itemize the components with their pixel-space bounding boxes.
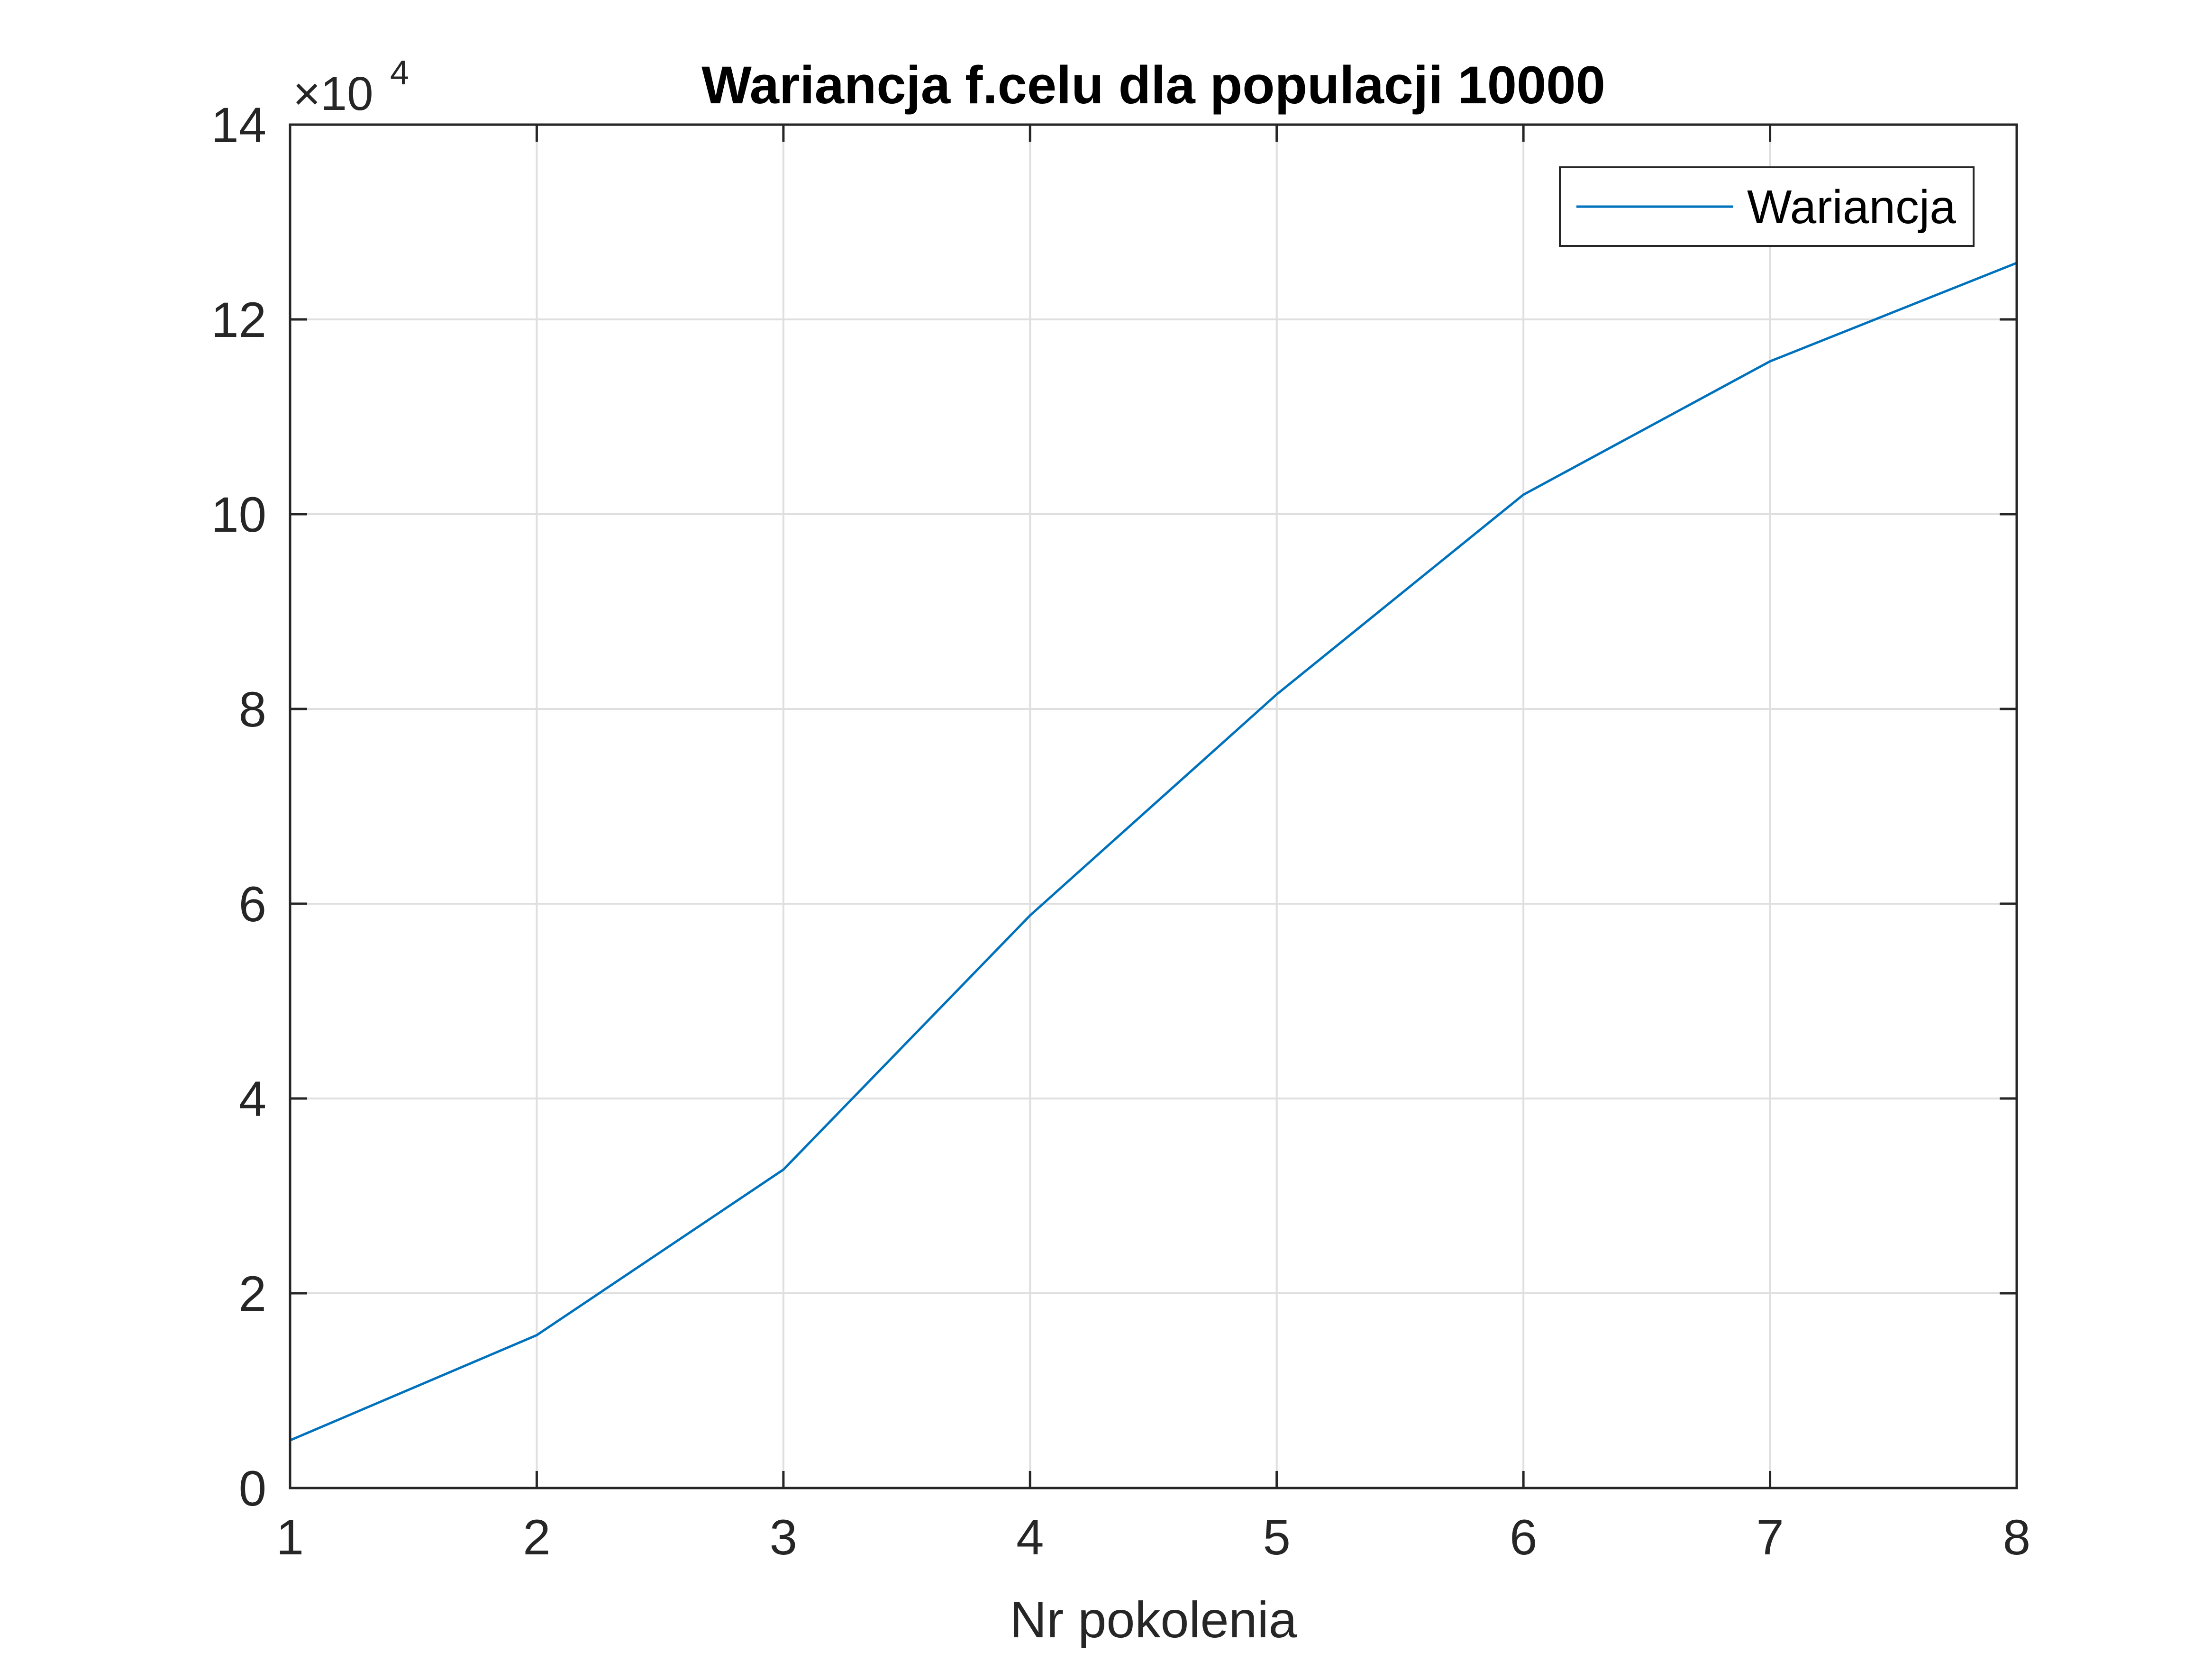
y-tick-label: 6 xyxy=(239,877,266,932)
y-tick-label: 2 xyxy=(239,1266,266,1322)
x-axis-label: Nr pokolenia xyxy=(1010,1591,1297,1648)
axes-layer xyxy=(289,123,2018,1489)
legend-label: Wariancja xyxy=(1747,181,1956,234)
y-tick-label: 10 xyxy=(211,487,266,543)
data-point xyxy=(1276,694,1277,695)
ticks-layer xyxy=(289,123,2018,1489)
y-tick-label: 4 xyxy=(239,1071,266,1127)
x-tick-label: 8 xyxy=(2003,1510,2030,1565)
x-tick-label: 6 xyxy=(1510,1510,1537,1565)
axes-box xyxy=(289,123,2018,1489)
data-point xyxy=(1523,494,1524,495)
y-tick-label: 8 xyxy=(239,682,266,737)
series-line-0 xyxy=(289,262,2018,1442)
y-tick-label: 0 xyxy=(239,1461,266,1516)
y-tick-label: 14 xyxy=(211,98,266,153)
y-exponent-prefix: ×10 xyxy=(293,67,373,120)
y-tick-label: 12 xyxy=(211,292,266,348)
y-exponent-power: 4 xyxy=(390,54,409,92)
x-tick-label: 1 xyxy=(276,1510,304,1565)
y-exponent-label: ×10 4 xyxy=(293,54,409,120)
x-tick-label: 2 xyxy=(523,1510,550,1565)
legend: Wariancja xyxy=(1559,166,1975,247)
x-tick-label: 4 xyxy=(1016,1510,1044,1565)
x-tick-label: 7 xyxy=(1756,1510,1784,1565)
series-layer xyxy=(289,262,2018,1442)
chart-title: Wariancja f.celu dla populacji 10000 xyxy=(701,55,1605,115)
x-tick-label: 3 xyxy=(770,1510,797,1565)
x-tick-label: 5 xyxy=(1263,1510,1291,1565)
